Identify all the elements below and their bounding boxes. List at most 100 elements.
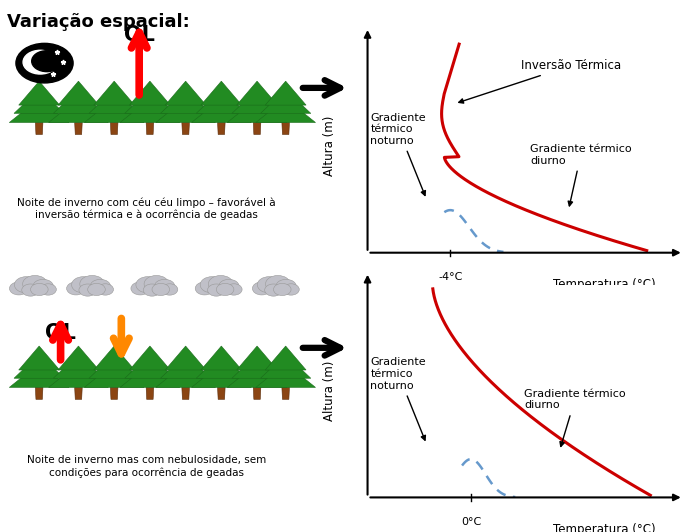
Polygon shape — [85, 363, 144, 387]
Circle shape — [71, 277, 95, 293]
Circle shape — [14, 277, 38, 293]
Polygon shape — [93, 81, 135, 105]
Polygon shape — [192, 363, 251, 387]
Polygon shape — [111, 122, 118, 135]
Polygon shape — [161, 89, 211, 113]
Circle shape — [10, 282, 28, 295]
Polygon shape — [260, 89, 311, 113]
Polygon shape — [89, 89, 139, 113]
Circle shape — [161, 284, 178, 295]
Circle shape — [155, 279, 175, 294]
Polygon shape — [14, 354, 65, 378]
Circle shape — [152, 284, 170, 296]
Polygon shape — [218, 387, 225, 400]
Polygon shape — [93, 346, 135, 370]
Circle shape — [16, 44, 73, 83]
Text: Altura (m): Altura (m) — [323, 361, 336, 421]
Circle shape — [79, 284, 96, 296]
Polygon shape — [10, 98, 69, 122]
Polygon shape — [19, 81, 60, 105]
Circle shape — [208, 276, 233, 293]
Circle shape — [226, 284, 242, 295]
Circle shape — [22, 284, 39, 296]
Text: 0°C: 0°C — [461, 517, 481, 527]
Polygon shape — [236, 346, 278, 370]
Circle shape — [30, 284, 48, 296]
Polygon shape — [161, 354, 211, 378]
Polygon shape — [165, 346, 206, 370]
Polygon shape — [182, 387, 190, 400]
Polygon shape — [196, 354, 247, 378]
Polygon shape — [146, 387, 154, 400]
Polygon shape — [201, 346, 242, 370]
Circle shape — [88, 284, 105, 296]
Circle shape — [218, 279, 239, 294]
Polygon shape — [227, 98, 287, 122]
Circle shape — [90, 279, 111, 294]
Text: Inversão Térmica: Inversão Térmica — [459, 59, 621, 103]
Polygon shape — [89, 354, 139, 378]
Circle shape — [144, 276, 169, 293]
Text: OL: OL — [124, 24, 155, 45]
Circle shape — [266, 276, 290, 293]
Polygon shape — [256, 98, 315, 122]
Circle shape — [136, 277, 159, 293]
Polygon shape — [49, 363, 109, 387]
Text: Variação espacial:: Variação espacial: — [7, 13, 190, 31]
Circle shape — [23, 51, 58, 74]
Polygon shape — [120, 98, 180, 122]
Circle shape — [275, 279, 296, 294]
Polygon shape — [156, 98, 216, 122]
Circle shape — [264, 284, 282, 296]
Circle shape — [273, 284, 291, 296]
Circle shape — [40, 284, 56, 295]
Text: -4°C: -4°C — [438, 272, 462, 282]
Polygon shape — [19, 346, 60, 370]
Circle shape — [97, 284, 113, 295]
Circle shape — [33, 279, 54, 294]
Text: Gradiente
térmico
noturno: Gradiente térmico noturno — [370, 113, 426, 195]
Polygon shape — [156, 363, 216, 387]
Circle shape — [200, 277, 224, 293]
Polygon shape — [36, 387, 43, 400]
Polygon shape — [196, 89, 247, 113]
Polygon shape — [36, 122, 43, 135]
Text: OL: OL — [45, 323, 76, 343]
Polygon shape — [254, 387, 261, 400]
Polygon shape — [49, 98, 109, 122]
Circle shape — [216, 284, 234, 296]
Text: Gradiente térmico
diurno: Gradiente térmico diurno — [530, 144, 631, 206]
Polygon shape — [260, 354, 311, 378]
Polygon shape — [75, 387, 82, 400]
Polygon shape — [192, 98, 251, 122]
Polygon shape — [254, 122, 261, 135]
Polygon shape — [165, 81, 206, 105]
Polygon shape — [218, 122, 225, 135]
Circle shape — [80, 276, 104, 293]
Circle shape — [23, 276, 47, 293]
Text: Altura (m): Altura (m) — [323, 116, 336, 177]
Polygon shape — [129, 346, 170, 370]
Circle shape — [207, 284, 225, 296]
Polygon shape — [75, 122, 82, 135]
Polygon shape — [54, 89, 104, 113]
Polygon shape — [125, 89, 175, 113]
Circle shape — [283, 284, 300, 295]
Polygon shape — [10, 363, 69, 387]
Polygon shape — [236, 81, 278, 105]
Polygon shape — [282, 122, 289, 135]
Text: Noite de inverno com céu céu limpo – favorável à
inversão térmica e à ocorrência: Noite de inverno com céu céu limpo – fav… — [17, 198, 275, 220]
Polygon shape — [14, 89, 65, 113]
Text: Gradiente
térmico
noturno: Gradiente térmico noturno — [370, 358, 426, 440]
Polygon shape — [227, 363, 287, 387]
Polygon shape — [54, 354, 104, 378]
Circle shape — [143, 284, 161, 296]
Polygon shape — [58, 81, 99, 105]
Text: Gradiente térmico
diurno: Gradiente térmico diurno — [524, 389, 626, 446]
Polygon shape — [201, 81, 242, 105]
Circle shape — [258, 277, 281, 293]
Polygon shape — [111, 387, 118, 400]
Polygon shape — [282, 387, 289, 400]
Polygon shape — [85, 98, 144, 122]
Polygon shape — [125, 354, 175, 378]
